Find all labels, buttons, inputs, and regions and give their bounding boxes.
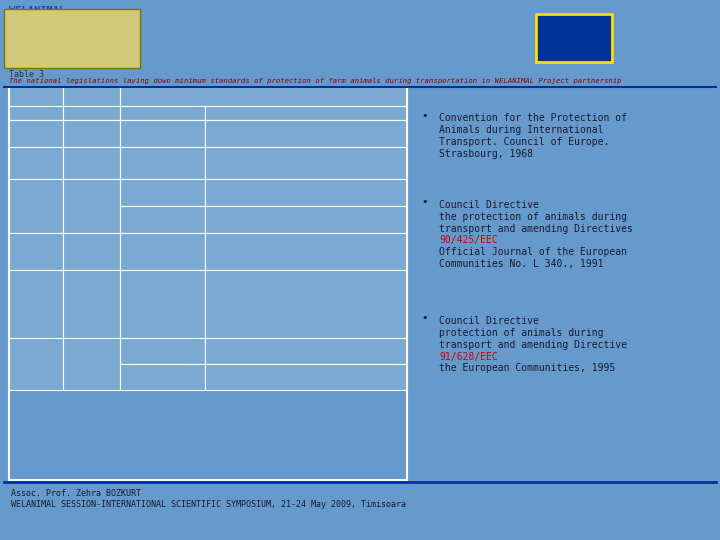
Text: The national legislations laying down minimum standards of protection of farm an: The national legislations laying down mi…	[9, 78, 621, 84]
Text: Greece: Greece	[22, 159, 50, 167]
Text: LAW No 3337,
2005: LAW No 3337, 2005	[141, 158, 184, 168]
Text: 91/628/EEC: 91/628/EEC	[439, 352, 498, 362]
Text: Official Journal of the European: Official Journal of the European	[439, 247, 627, 258]
Text: •: •	[421, 313, 428, 323]
Text: Regulation no
March 7, 2007: Regulation no March 7, 2007	[139, 246, 186, 257]
Text: WELANIMAL: WELANIMAL	[9, 5, 65, 16]
Text: No:26, 28.02.2006.: No:26, 28.02.2006.	[130, 131, 195, 136]
Text: Regulation for the conditions of protection and
animal welfare during transporta: Regulation for the conditions of protect…	[208, 128, 361, 139]
Text: Regulation no:
Decree of the
government of SR
No. 302/2003
Council Regulation
(E: Regulation no: Decree of the government …	[130, 284, 195, 323]
Text: •: •	[421, 197, 428, 207]
Text: The protection of farm animals during transportation: The protection of farm animals during tr…	[143, 92, 384, 101]
Text: Bulgaria: Bulgaria	[17, 129, 54, 138]
Text: 90/425/EEC: 90/425/EEC	[439, 235, 498, 246]
Text: Country: Country	[19, 92, 52, 101]
Text: Draft regulation
(64/432/EEC/93/119/
EC: Draft regulation (64/432/EEC/93/119/ EC	[128, 369, 197, 386]
Text: +: +	[89, 129, 94, 138]
Text: will be
implemented
in 2009: will be implemented in 2009	[66, 349, 117, 379]
Text: Implementation of the European Convention for the
Protection of Animals during i: Implementation of the European Conventio…	[208, 155, 367, 171]
Text: EU
Legislation: EU Legislation	[68, 90, 114, 103]
Text: No: No	[158, 109, 167, 117]
Text: Table 3: Table 3	[9, 70, 44, 79]
Text: Title of the legislations: Title of the legislations	[248, 109, 364, 117]
Text: Convention for the Protection of: Convention for the Protection of	[439, 113, 627, 124]
Text: protection of animals during: protection of animals during	[439, 328, 603, 338]
Text: Romania: Romania	[19, 247, 52, 256]
Text: +: +	[89, 299, 94, 308]
Text: Laying down details for the protection of animals
during transportation, as amen: Laying down details for the protection o…	[208, 284, 371, 323]
Text: Hungary: Hungary	[19, 202, 52, 211]
Text: +: +	[89, 159, 94, 167]
Text: the protection of animals during: the protection of animals during	[439, 212, 627, 222]
Text: Animals during International: Animals during International	[439, 125, 603, 136]
Text: Regulation
no: 73/2003: Regulation no: 73/2003	[143, 214, 183, 225]
Text: Assoc. Prof. Zehra BOZKURT: Assoc. Prof. Zehra BOZKURT	[11, 489, 141, 498]
Text: Law no: 5199/2004: Law no: 5199/2004	[132, 348, 194, 353]
Text: Regulation of Ministry of economy and Transport:
Rules of animal transportations: Regulation of Ministry of economy and Tr…	[208, 214, 364, 225]
Text: the European Communities, 1995: the European Communities, 1995	[439, 363, 616, 374]
Text: Sanitary veterinary norms regarding the registration
and sanitary veterinary aut: Sanitary veterinary norms regarding the …	[208, 240, 377, 263]
Text: Slovak
Republic: Slovak Republic	[17, 294, 54, 313]
Text: +: +	[89, 247, 94, 256]
Text: Communities No. L 340., 1991: Communities No. L 340., 1991	[439, 259, 603, 269]
Text: Turkey: Turkey	[22, 360, 50, 368]
Text: Council Directive: Council Directive	[439, 316, 545, 326]
Text: transport and amending Directives: transport and amending Directives	[439, 224, 633, 234]
Text: Transport. Council of Europe.: Transport. Council of Europe.	[439, 137, 610, 147]
Text: Council Directive: Council Directive	[439, 200, 545, 210]
Text: Regulation on animal protections and welfare during
transportation.: Regulation on animal protections and wel…	[208, 372, 374, 382]
Text: ★ ★ ★
★     ★
★ ★ ★: ★ ★ ★ ★ ★ ★ ★ ★	[562, 28, 585, 48]
Text: Table 3: Table 3	[9, 14, 44, 23]
Text: •: •	[421, 111, 428, 121]
Text: WELANIMAL SESSION-INTERNATIONAL SCIENTIFIC SYMPOSIUM, 21-24 May 2009, Timisoara: WELANIMAL SESSION-INTERNATIONAL SCIENTIF…	[11, 500, 406, 509]
Text: Regulation no:
52/2003: Regulation no: 52/2003	[138, 187, 188, 198]
Text: transport and amending Directive: transport and amending Directive	[439, 340, 627, 350]
Text: 4: 4	[89, 202, 94, 211]
Text: Regulation of Ministry of economy and Transport:
Regulations of ministry of Agri: Regulation of Ministry of economy and Tr…	[208, 185, 364, 201]
Text: Animal Protection low: Animal Protection low	[208, 348, 276, 353]
Text: Strasbourg, 1968: Strasbourg, 1968	[439, 149, 534, 159]
